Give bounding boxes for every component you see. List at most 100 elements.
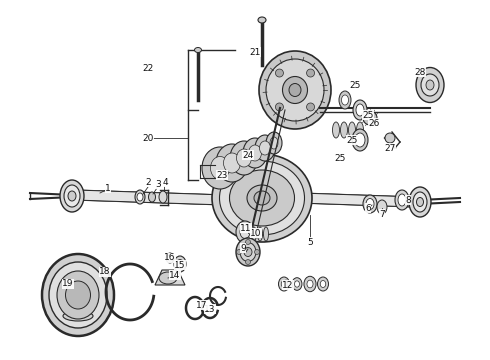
Ellipse shape (363, 195, 377, 213)
Ellipse shape (294, 281, 299, 287)
Ellipse shape (195, 48, 201, 53)
Ellipse shape (135, 190, 145, 204)
Circle shape (245, 260, 250, 265)
Ellipse shape (292, 278, 302, 290)
Ellipse shape (395, 190, 409, 210)
Ellipse shape (409, 187, 431, 217)
Text: 12: 12 (282, 280, 294, 289)
Ellipse shape (159, 272, 177, 284)
Ellipse shape (251, 227, 256, 241)
Text: 1: 1 (105, 184, 111, 193)
Ellipse shape (223, 153, 241, 173)
Ellipse shape (398, 194, 406, 206)
Ellipse shape (202, 147, 238, 189)
Ellipse shape (211, 157, 229, 180)
Ellipse shape (159, 191, 167, 203)
Ellipse shape (356, 104, 364, 116)
Ellipse shape (363, 111, 377, 125)
Text: 11: 11 (240, 224, 252, 233)
Ellipse shape (243, 138, 267, 168)
Ellipse shape (148, 192, 155, 202)
Text: 6: 6 (365, 203, 371, 212)
Text: 3: 3 (155, 180, 161, 189)
Text: 28: 28 (415, 68, 426, 77)
Ellipse shape (63, 311, 93, 321)
Ellipse shape (248, 145, 262, 161)
Text: 25: 25 (362, 111, 374, 120)
Text: 21: 21 (249, 48, 261, 57)
Circle shape (385, 133, 395, 143)
Ellipse shape (416, 198, 423, 207)
Text: 22: 22 (143, 63, 154, 72)
Circle shape (254, 249, 260, 255)
Ellipse shape (281, 280, 287, 288)
Ellipse shape (60, 180, 84, 212)
Ellipse shape (230, 141, 258, 175)
Ellipse shape (259, 51, 331, 129)
Text: 25: 25 (334, 153, 345, 162)
Ellipse shape (220, 161, 304, 235)
Text: 20: 20 (142, 134, 154, 143)
Text: 23: 23 (216, 171, 228, 180)
Ellipse shape (283, 77, 308, 104)
Circle shape (307, 69, 315, 77)
Circle shape (275, 69, 283, 77)
Text: 19: 19 (62, 279, 74, 288)
Ellipse shape (212, 154, 312, 242)
Ellipse shape (333, 122, 340, 138)
Ellipse shape (240, 225, 250, 239)
Text: 17: 17 (196, 301, 208, 310)
Ellipse shape (270, 137, 278, 149)
Polygon shape (155, 270, 185, 285)
Ellipse shape (353, 100, 367, 120)
Text: 10: 10 (250, 229, 262, 238)
Ellipse shape (278, 277, 290, 291)
Ellipse shape (244, 248, 252, 257)
Ellipse shape (307, 280, 313, 288)
Text: 8: 8 (405, 195, 411, 204)
Text: 5: 5 (307, 238, 313, 247)
Ellipse shape (166, 253, 174, 263)
Ellipse shape (254, 191, 270, 205)
Ellipse shape (339, 91, 351, 109)
Ellipse shape (357, 122, 364, 138)
Text: 26: 26 (368, 118, 380, 127)
Text: 13: 13 (204, 305, 216, 314)
Ellipse shape (320, 280, 326, 288)
Ellipse shape (229, 170, 294, 226)
Ellipse shape (366, 198, 374, 210)
Ellipse shape (342, 95, 348, 105)
Ellipse shape (348, 122, 356, 138)
Ellipse shape (57, 271, 99, 319)
Ellipse shape (266, 59, 324, 121)
Ellipse shape (174, 256, 186, 272)
Text: 16: 16 (164, 253, 176, 262)
Text: 2: 2 (145, 177, 151, 186)
Ellipse shape (304, 276, 316, 292)
Ellipse shape (237, 149, 251, 167)
Ellipse shape (352, 129, 368, 151)
Text: 4: 4 (162, 177, 168, 186)
Text: 25: 25 (346, 135, 358, 144)
Text: 24: 24 (243, 150, 254, 159)
Ellipse shape (416, 68, 444, 103)
Ellipse shape (355, 133, 365, 147)
Ellipse shape (421, 74, 439, 96)
Ellipse shape (377, 200, 387, 214)
Text: 15: 15 (174, 261, 186, 270)
Circle shape (237, 249, 242, 255)
Circle shape (307, 103, 315, 111)
Ellipse shape (236, 221, 254, 243)
Ellipse shape (260, 141, 270, 155)
Circle shape (245, 239, 250, 244)
Text: 18: 18 (99, 267, 111, 276)
Circle shape (167, 255, 173, 261)
Ellipse shape (176, 260, 183, 269)
Ellipse shape (236, 238, 260, 266)
Text: 7: 7 (379, 210, 385, 219)
Ellipse shape (266, 132, 282, 154)
Ellipse shape (216, 144, 248, 182)
Ellipse shape (255, 135, 275, 161)
Ellipse shape (413, 192, 427, 212)
Ellipse shape (42, 254, 114, 336)
